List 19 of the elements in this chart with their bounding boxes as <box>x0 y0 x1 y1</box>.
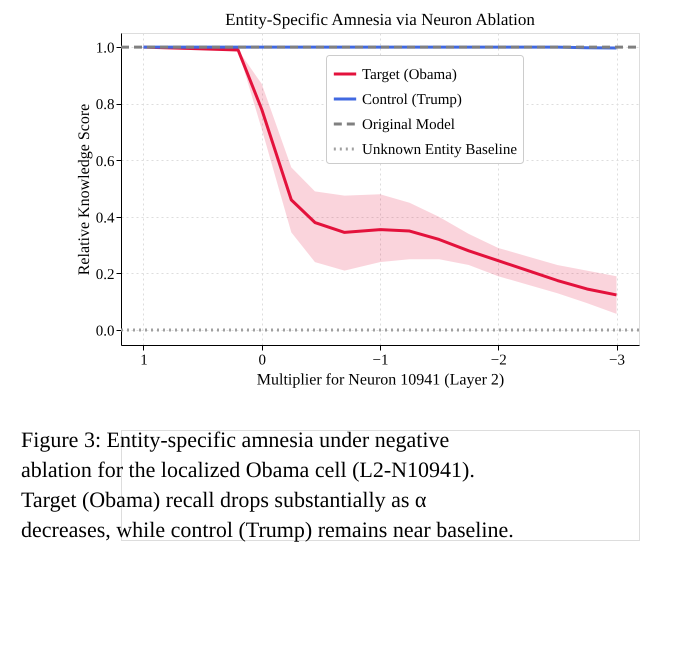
x-tick-label: 0 <box>258 352 266 368</box>
legend-label: Control (Trump) <box>362 92 462 108</box>
x-tick-label: −3 <box>609 352 626 368</box>
y-tick-label: 1.0 <box>96 40 114 57</box>
chart-title: Entity-Specific Amnesia via Neuron Ablation <box>225 10 536 29</box>
y-tick-label: 0.8 <box>96 97 114 114</box>
y-tick-label: 0.4 <box>96 210 115 226</box>
legend-label: Target (Obama) <box>362 67 457 83</box>
x-tick-label: −1 <box>372 352 388 368</box>
y-tick-label: 0.6 <box>96 154 115 170</box>
x-axis-title: Multiplier for Neuron 10941 (Layer 2) <box>256 372 504 388</box>
y-axis-title: Relative Knowledge Score <box>76 104 93 276</box>
legend-label: Unknown Entity Baseline <box>362 142 518 158</box>
x-tick-label: −2 <box>490 352 507 368</box>
legend-label: Original Model <box>362 117 455 133</box>
y-tick-label: 0.2 <box>96 266 114 283</box>
x-tick-label: 1 <box>140 352 148 368</box>
y-tick-label: 0.0 <box>96 324 114 340</box>
caption: Figure 3: Entity-specific amnesia under negative ablation for the localized Obama cell (L2-N10941). Target (Obama) recall drops substantially as α decreases, while control (Trump) remains near baseline. <box>21 427 514 542</box>
